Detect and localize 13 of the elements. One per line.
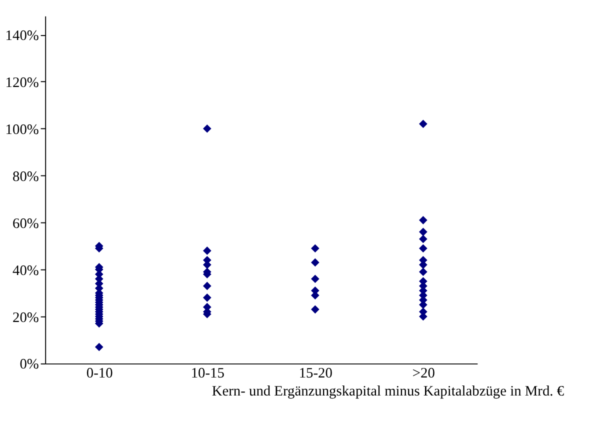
- y-tick-label: 60%: [12, 216, 39, 232]
- y-tick-label: 80%: [12, 168, 39, 185]
- x-tick-label: 15-20: [298, 365, 332, 382]
- x-axis-title: Kern- und Ergänzungskapital minus Kapitalabzüge in Mrd. €: [212, 384, 564, 400]
- y-tick-label: 100%: [5, 122, 39, 138]
- y-tick-label: 120%: [5, 74, 39, 91]
- y-tick-label: 0%: [20, 356, 39, 373]
- x-tick-label: 10-15: [190, 365, 224, 382]
- y-tick-label: 140%: [5, 28, 39, 44]
- y-tick-label: 40%: [12, 262, 39, 279]
- x-tick-label: >20: [412, 365, 435, 382]
- y-tick-label: 20%: [12, 310, 39, 326]
- x-tick-label: 0-10: [86, 365, 113, 382]
